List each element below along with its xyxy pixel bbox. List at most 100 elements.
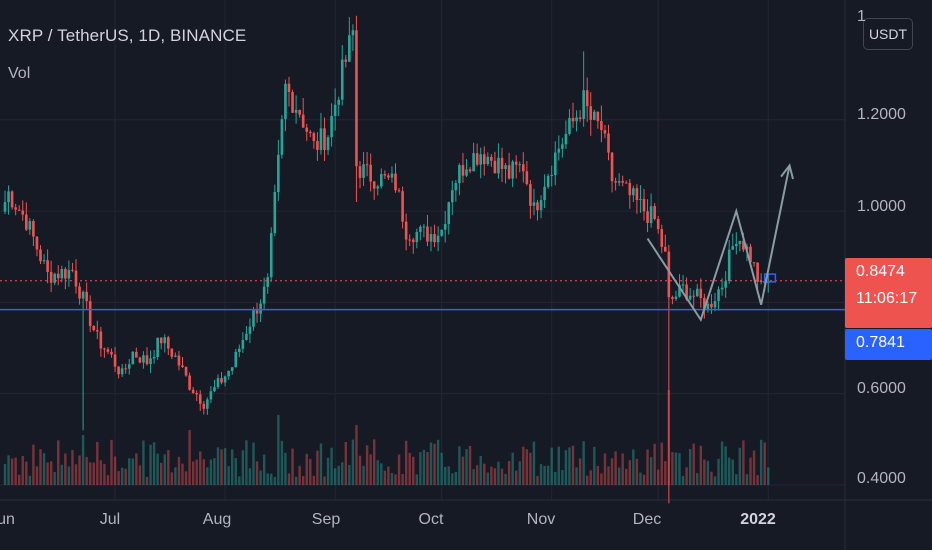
volume-bar [447, 466, 450, 485]
candle-body [664, 246, 667, 252]
candle-body [277, 154, 280, 193]
candle-body [3, 202, 7, 212]
volume-bar [213, 458, 216, 485]
volume-bar [483, 463, 486, 485]
bar-countdown: 11:06:17 [856, 290, 918, 307]
candle-body [259, 303, 262, 314]
candle-body [174, 355, 177, 357]
volume-bar [763, 442, 766, 485]
candle-body [703, 297, 706, 311]
volume-bar [575, 467, 578, 485]
candle-body [383, 174, 387, 176]
candle-body [17, 209, 21, 211]
volume-bar [728, 457, 731, 485]
candle-body [514, 161, 518, 165]
volume-bar [710, 471, 713, 485]
candle-body [667, 251, 671, 298]
candle-body [365, 164, 369, 166]
candle-body [273, 192, 277, 234]
volume-bar [170, 472, 174, 485]
candle-body [525, 171, 529, 185]
volume-bar [436, 439, 440, 485]
candle-body [25, 214, 28, 230]
volume-bar [419, 452, 422, 485]
volume-bar [759, 439, 763, 485]
volume-bar [113, 456, 117, 485]
volume-bar [657, 469, 660, 485]
volume-bar [223, 448, 227, 485]
volume-bar [25, 461, 28, 485]
candle-body [543, 186, 546, 201]
candle-body [294, 109, 298, 113]
candle-body [504, 165, 507, 169]
volume-indicator-label[interactable]: Vol [8, 65, 31, 82]
volume-bar [507, 461, 511, 485]
volume-bar [688, 449, 692, 485]
candle-body [724, 281, 727, 288]
candle-body [738, 240, 742, 245]
candle-body [56, 273, 60, 279]
candle-body [81, 291, 85, 299]
volume-bar [326, 457, 330, 485]
volume-bar [458, 446, 461, 485]
volume-bar [451, 473, 454, 485]
candle-body [603, 130, 607, 134]
candle-body [280, 119, 284, 155]
volume-bar [32, 444, 35, 485]
candle-body [568, 117, 571, 134]
candle-body [468, 169, 472, 172]
candle-body [454, 182, 458, 191]
currency-button[interactable]: USDT [863, 18, 913, 50]
candle-body [284, 83, 287, 120]
volume-bar [415, 474, 418, 485]
volume-bar [312, 475, 316, 485]
volume-bar [383, 470, 387, 485]
candle-body [461, 165, 465, 176]
candle-body [131, 351, 135, 365]
candle-body [159, 337, 163, 344]
support-line-label: 0.7841 [845, 329, 932, 360]
candle-body [600, 121, 603, 131]
volume-bar [511, 452, 514, 485]
volume-bar [241, 450, 245, 485]
candle-body [340, 59, 344, 100]
candle-body [309, 131, 312, 134]
volume-bar [255, 461, 259, 485]
volume-bar [305, 453, 308, 485]
volume-bar [252, 442, 255, 485]
chart-title[interactable]: XRP / TetherUS, 1D, BINANCE [8, 26, 247, 45]
candle-body [550, 175, 553, 177]
volume-bar [717, 458, 720, 485]
candle-body [181, 365, 184, 368]
volume-bar [344, 441, 347, 485]
volume-bar [337, 465, 340, 485]
candle-body [749, 246, 752, 263]
candle-body [351, 30, 355, 36]
volume-bar [191, 461, 195, 485]
volume-bar [678, 453, 681, 485]
candle-body [46, 260, 49, 272]
candle-body [355, 30, 358, 167]
candle-body [532, 202, 536, 206]
volume-bar [294, 476, 298, 485]
candle-body [191, 389, 195, 393]
candle-body [752, 262, 756, 264]
volume-bar [270, 473, 273, 485]
candle-body [337, 99, 340, 105]
candle-body [269, 233, 273, 278]
candle-body [479, 154, 482, 165]
volume-bar [7, 455, 10, 485]
candle-body [28, 221, 32, 230]
time-tick: un [0, 511, 15, 528]
candle-body [443, 224, 447, 230]
candle-body [713, 301, 717, 308]
candle-body [575, 117, 578, 122]
volume-bar [49, 461, 53, 485]
volume-bar [543, 465, 546, 485]
volume-bar [749, 457, 752, 485]
candle-body [60, 269, 64, 279]
candle-body [170, 348, 174, 357]
candle-body [326, 137, 330, 150]
